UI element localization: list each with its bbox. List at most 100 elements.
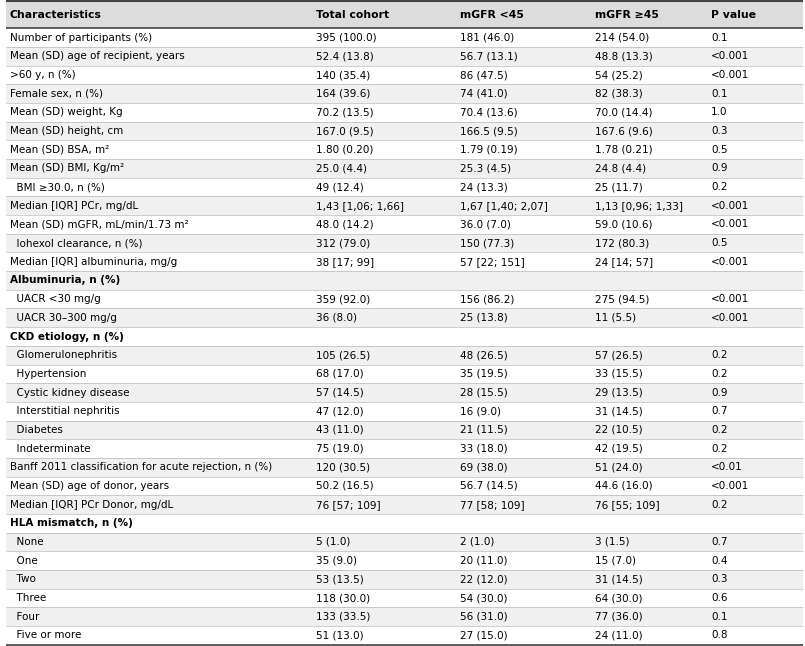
Text: 167.0 (9.5): 167.0 (9.5) bbox=[316, 126, 374, 136]
Text: 15 (7.0): 15 (7.0) bbox=[596, 556, 637, 566]
Text: Number of participants (%): Number of participants (%) bbox=[10, 33, 152, 43]
Text: 0.1: 0.1 bbox=[711, 612, 728, 621]
Text: HLA mismatch, n (%): HLA mismatch, n (%) bbox=[10, 518, 133, 528]
Text: Mean (SD) BMI, Kg/m²: Mean (SD) BMI, Kg/m² bbox=[10, 163, 124, 173]
Text: One: One bbox=[10, 556, 37, 566]
Text: 57 [22; 151]: 57 [22; 151] bbox=[460, 257, 525, 267]
Text: Iohexol clearance, n (%): Iohexol clearance, n (%) bbox=[10, 238, 142, 248]
Text: 52.4 (13.8): 52.4 (13.8) bbox=[316, 51, 374, 61]
Bar bbox=[6, 364, 803, 383]
Bar bbox=[6, 327, 803, 346]
Text: 51 (24.0): 51 (24.0) bbox=[596, 463, 643, 472]
Text: 3 (1.5): 3 (1.5) bbox=[596, 537, 630, 547]
Bar bbox=[6, 346, 803, 364]
Text: 118 (30.0): 118 (30.0) bbox=[316, 593, 370, 603]
Text: 24 (13.3): 24 (13.3) bbox=[460, 182, 508, 192]
Text: 48.0 (14.2): 48.0 (14.2) bbox=[316, 220, 374, 229]
Text: 172 (80.3): 172 (80.3) bbox=[596, 238, 650, 248]
Text: 1.79 (0.19): 1.79 (0.19) bbox=[460, 145, 518, 155]
Text: CKD etiology, n (%): CKD etiology, n (%) bbox=[10, 331, 123, 342]
Text: 82 (38.3): 82 (38.3) bbox=[596, 89, 643, 99]
Text: Total cohort: Total cohort bbox=[316, 10, 390, 20]
Text: Mean (SD) age of recipient, years: Mean (SD) age of recipient, years bbox=[10, 51, 184, 61]
Text: 43 (11.0): 43 (11.0) bbox=[316, 425, 364, 435]
Text: 0.5: 0.5 bbox=[711, 238, 728, 248]
Text: 105 (26.5): 105 (26.5) bbox=[316, 350, 371, 360]
Text: 38 [17; 99]: 38 [17; 99] bbox=[316, 257, 374, 267]
Text: Mean (SD) mGFR, mL/min/1.73 m²: Mean (SD) mGFR, mL/min/1.73 m² bbox=[10, 220, 188, 229]
Text: 0.9: 0.9 bbox=[711, 163, 728, 173]
Text: 20 (11.0): 20 (11.0) bbox=[460, 556, 507, 566]
Text: mGFR ≥45: mGFR ≥45 bbox=[596, 10, 659, 20]
Text: 54 (30.0): 54 (30.0) bbox=[460, 593, 507, 603]
Text: None: None bbox=[10, 537, 43, 547]
Text: 27 (15.0): 27 (15.0) bbox=[460, 630, 507, 640]
Text: 49 (12.4): 49 (12.4) bbox=[316, 182, 364, 192]
Text: 22 (10.5): 22 (10.5) bbox=[596, 425, 643, 435]
Text: 133 (33.5): 133 (33.5) bbox=[316, 612, 371, 621]
Text: 0.4: 0.4 bbox=[711, 556, 728, 566]
Text: Interstitial nephritis: Interstitial nephritis bbox=[10, 406, 119, 416]
Text: 0.2: 0.2 bbox=[711, 425, 728, 435]
Text: 21 (11.5): 21 (11.5) bbox=[460, 425, 508, 435]
Text: 28 (15.5): 28 (15.5) bbox=[460, 388, 508, 397]
Text: 359 (92.0): 359 (92.0) bbox=[316, 294, 371, 304]
Bar bbox=[6, 514, 803, 533]
Text: 2 (1.0): 2 (1.0) bbox=[460, 537, 494, 547]
Text: 48 (26.5): 48 (26.5) bbox=[460, 350, 508, 360]
Text: Diabetes: Diabetes bbox=[10, 425, 63, 435]
Text: 31 (14.5): 31 (14.5) bbox=[596, 406, 643, 416]
Text: 1,67 [1,40; 2,07]: 1,67 [1,40; 2,07] bbox=[460, 201, 547, 211]
Text: Mean (SD) age of donor, years: Mean (SD) age of donor, years bbox=[10, 481, 169, 491]
Text: 0.2: 0.2 bbox=[711, 499, 728, 510]
Bar bbox=[6, 271, 803, 290]
Text: Hypertension: Hypertension bbox=[10, 369, 86, 379]
Bar bbox=[6, 607, 803, 626]
Text: 53 (13.5): 53 (13.5) bbox=[316, 574, 364, 585]
Text: <0.01: <0.01 bbox=[711, 463, 743, 472]
Bar bbox=[6, 477, 803, 495]
Bar bbox=[6, 196, 803, 215]
Text: 57 (14.5): 57 (14.5) bbox=[316, 388, 364, 397]
Text: 167.6 (9.6): 167.6 (9.6) bbox=[596, 126, 653, 136]
Bar bbox=[6, 103, 803, 121]
Text: Two: Two bbox=[10, 574, 35, 585]
Bar bbox=[6, 178, 803, 196]
Text: 181 (46.0): 181 (46.0) bbox=[460, 33, 514, 43]
Text: mGFR <45: mGFR <45 bbox=[460, 10, 524, 20]
Text: Mean (SD) weight, Kg: Mean (SD) weight, Kg bbox=[10, 107, 122, 118]
Text: Median [IQR] PCr Donor, mg/dL: Median [IQR] PCr Donor, mg/dL bbox=[10, 499, 173, 510]
Bar bbox=[6, 458, 803, 477]
Text: Mean (SD) height, cm: Mean (SD) height, cm bbox=[10, 126, 123, 136]
Text: <0.001: <0.001 bbox=[711, 51, 749, 61]
Text: Banff 2011 classification for acute rejection, n (%): Banff 2011 classification for acute reje… bbox=[10, 463, 272, 472]
Bar bbox=[6, 402, 803, 421]
Text: Cystic kidney disease: Cystic kidney disease bbox=[10, 388, 129, 397]
Text: <0.001: <0.001 bbox=[711, 220, 749, 229]
Text: 1,13 [0,96; 1,33]: 1,13 [0,96; 1,33] bbox=[596, 201, 683, 211]
Bar bbox=[6, 421, 803, 439]
Text: 48.8 (13.3): 48.8 (13.3) bbox=[596, 51, 653, 61]
Text: 0.1: 0.1 bbox=[711, 33, 728, 43]
Bar bbox=[6, 309, 803, 327]
Bar bbox=[6, 439, 803, 458]
Text: 0.9: 0.9 bbox=[711, 388, 728, 397]
Bar bbox=[6, 253, 803, 271]
Text: 36.0 (7.0): 36.0 (7.0) bbox=[460, 220, 511, 229]
Text: 70.2 (13.5): 70.2 (13.5) bbox=[316, 107, 374, 118]
Text: 150 (77.3): 150 (77.3) bbox=[460, 238, 514, 248]
Text: 0.3: 0.3 bbox=[711, 574, 728, 585]
Text: 59.0 (10.6): 59.0 (10.6) bbox=[596, 220, 653, 229]
Text: 275 (94.5): 275 (94.5) bbox=[596, 294, 650, 304]
Text: UACR <30 mg/g: UACR <30 mg/g bbox=[10, 294, 101, 304]
Text: 25 (13.8): 25 (13.8) bbox=[460, 313, 508, 323]
Text: <0.001: <0.001 bbox=[711, 70, 749, 80]
Text: 56.7 (13.1): 56.7 (13.1) bbox=[460, 51, 518, 61]
Text: 56 (31.0): 56 (31.0) bbox=[460, 612, 507, 621]
Text: Mean (SD) BSA, m²: Mean (SD) BSA, m² bbox=[10, 145, 109, 155]
Text: >60 y, n (%): >60 y, n (%) bbox=[10, 70, 75, 80]
Bar bbox=[6, 28, 803, 47]
Bar bbox=[6, 495, 803, 514]
Text: 22 (12.0): 22 (12.0) bbox=[460, 574, 507, 585]
Text: 312 (79.0): 312 (79.0) bbox=[316, 238, 371, 248]
